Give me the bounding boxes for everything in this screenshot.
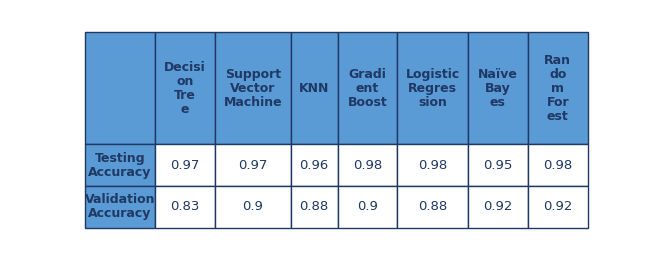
Text: KNN: KNN bbox=[299, 82, 329, 95]
Bar bbox=[215, 144, 291, 186]
Bar bbox=[528, 32, 588, 144]
Bar bbox=[85, 144, 155, 186]
Bar bbox=[291, 32, 337, 144]
Text: 0.83: 0.83 bbox=[171, 200, 199, 213]
Text: Logistic
Regres
sion: Logistic Regres sion bbox=[405, 68, 460, 109]
Text: 0.9: 0.9 bbox=[357, 200, 378, 213]
Text: 0.88: 0.88 bbox=[418, 200, 447, 213]
Bar bbox=[85, 186, 155, 228]
Text: Ran
do
m
For
est: Ran do m For est bbox=[544, 54, 571, 123]
Bar bbox=[398, 186, 468, 228]
Bar bbox=[398, 32, 468, 144]
Bar bbox=[468, 144, 528, 186]
Bar bbox=[337, 186, 398, 228]
Bar bbox=[337, 32, 398, 144]
Text: 0.98: 0.98 bbox=[418, 159, 447, 172]
Bar bbox=[398, 144, 468, 186]
Bar bbox=[291, 186, 337, 228]
Bar bbox=[155, 144, 215, 186]
Bar bbox=[155, 32, 215, 144]
Bar bbox=[85, 32, 155, 144]
Bar bbox=[528, 186, 588, 228]
Bar bbox=[215, 32, 291, 144]
Text: 0.97: 0.97 bbox=[171, 159, 199, 172]
Bar bbox=[155, 186, 215, 228]
Text: 0.95: 0.95 bbox=[483, 159, 512, 172]
Text: Decisi
on
Tre
e: Decisi on Tre e bbox=[164, 61, 206, 116]
Text: Testing
Accuracy: Testing Accuracy bbox=[88, 152, 152, 179]
Bar bbox=[468, 186, 528, 228]
Text: 0.92: 0.92 bbox=[483, 200, 512, 213]
Bar bbox=[337, 144, 398, 186]
Bar bbox=[215, 186, 291, 228]
Text: 0.9: 0.9 bbox=[242, 200, 263, 213]
Text: 0.88: 0.88 bbox=[299, 200, 329, 213]
Text: Naïve
Bay
es: Naïve Bay es bbox=[478, 68, 518, 109]
Bar bbox=[468, 32, 528, 144]
Text: 0.96: 0.96 bbox=[299, 159, 329, 172]
Text: 0.98: 0.98 bbox=[353, 159, 382, 172]
Text: Support
Vector
Machine: Support Vector Machine bbox=[224, 68, 282, 109]
Text: Validation
Accuracy: Validation Accuracy bbox=[85, 194, 155, 221]
Text: 0.97: 0.97 bbox=[238, 159, 268, 172]
Text: 0.98: 0.98 bbox=[543, 159, 573, 172]
Bar bbox=[528, 144, 588, 186]
Text: 0.92: 0.92 bbox=[543, 200, 573, 213]
Text: Gradi
ent
Boost: Gradi ent Boost bbox=[348, 68, 388, 109]
Bar bbox=[291, 144, 337, 186]
